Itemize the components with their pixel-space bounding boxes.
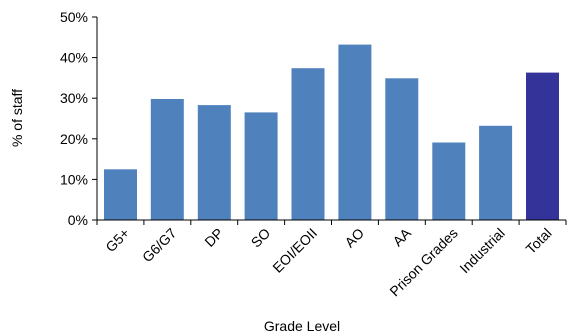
bar-total <box>526 72 559 220</box>
y-tick-label: 50% <box>60 9 88 25</box>
bar-eoi-eoii <box>291 68 325 220</box>
y-tick-label: 10% <box>60 171 88 187</box>
x-tick-label: Total <box>522 225 554 257</box>
y-tick-label: 0% <box>68 212 88 228</box>
x-tick-label: Industrial <box>456 225 507 276</box>
bar-industrial <box>479 125 513 220</box>
x-tick-label: G5+ <box>102 225 132 255</box>
y-axis-title: % of staff <box>9 89 25 147</box>
y-tick-label: 40% <box>60 50 88 66</box>
x-tick-label: AO <box>341 225 367 251</box>
bar-prison-grades <box>432 142 466 220</box>
bar-ao <box>338 44 372 220</box>
bar-g6-g7 <box>150 99 184 220</box>
x-tick-label: AA <box>389 224 414 249</box>
bar-so <box>244 112 278 220</box>
bar-g5- <box>104 169 137 221</box>
x-tick-label: EOI/EOII <box>269 225 320 276</box>
x-tick-label: G6/G7 <box>139 225 180 266</box>
x-tick-label: DP <box>201 225 226 250</box>
bar-dp <box>197 105 231 220</box>
y-tick-label: 30% <box>60 90 88 106</box>
y-tick-label: 20% <box>60 131 88 147</box>
bars-group <box>104 44 559 221</box>
x-tick-label: SO <box>248 225 274 251</box>
bar-aa <box>385 78 419 220</box>
x-axis-title: Grade Level <box>264 318 340 334</box>
y-ticks-group: 0% 10% 20% 30% 40% 50% <box>60 9 97 228</box>
